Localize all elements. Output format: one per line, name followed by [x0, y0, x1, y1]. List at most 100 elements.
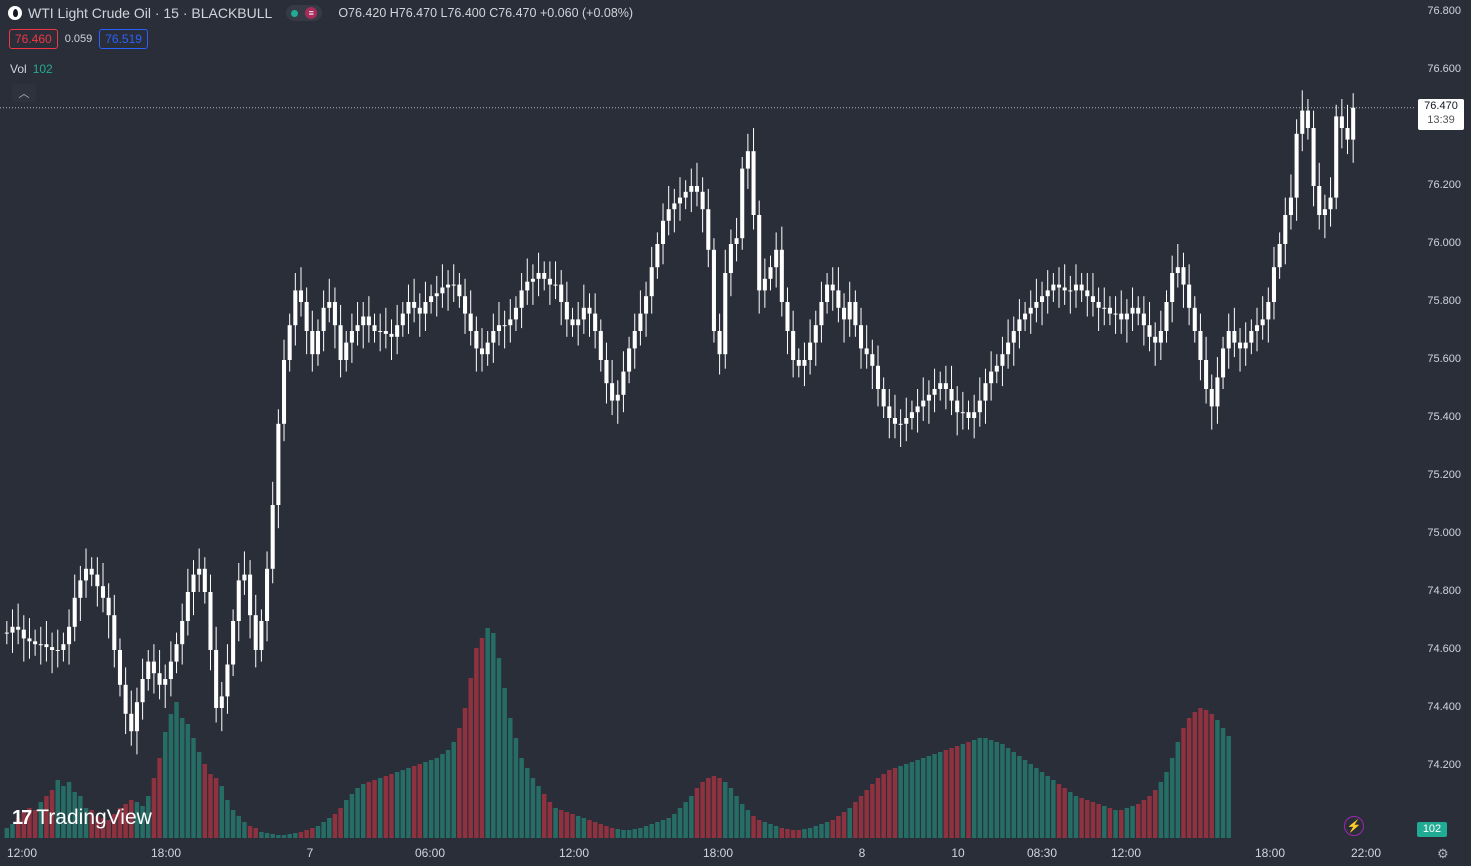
tradingview-logo[interactable]: 17 TradingView — [12, 806, 152, 830]
market-status-icon[interactable]: ≡ — [286, 5, 323, 21]
volume-bar — [191, 738, 196, 838]
volume-bar — [428, 760, 434, 838]
last-price-tag: 76.470 13:39 — [1418, 99, 1464, 130]
candle-body — [174, 644, 179, 662]
candle-body — [734, 238, 739, 244]
candle-body — [1130, 307, 1135, 314]
volume-bar — [898, 766, 903, 838]
volume-bar — [423, 762, 428, 838]
time-tick-label: 12:00 — [558, 846, 590, 860]
volume-bar — [457, 728, 462, 838]
volume-bar — [247, 826, 253, 838]
candle-body — [519, 290, 524, 308]
volume-bar — [1192, 712, 1198, 838]
symbol-title[interactable]: WTI Light Crude Oil · 15 · BLACKBULL — [28, 5, 273, 21]
volume-value: 102 — [32, 62, 53, 76]
candle-body — [197, 568, 202, 575]
candle-body — [960, 412, 965, 414]
volume-bar — [655, 822, 660, 838]
candle-body — [921, 400, 926, 407]
candle-body — [762, 278, 767, 291]
volume-bar — [841, 812, 847, 838]
candle-body — [1311, 128, 1316, 186]
volume-bar — [542, 794, 547, 838]
candle-body — [881, 389, 886, 407]
volume-bar — [553, 808, 558, 838]
volume-bar — [179, 718, 185, 838]
price-tick-label: 76.000 — [1427, 237, 1461, 249]
volume-bar — [129, 800, 134, 838]
tradingview-logo-icon: 17 — [12, 806, 32, 829]
candle-body — [265, 568, 270, 621]
buy-button[interactable]: 76.519 — [99, 29, 148, 49]
candle-body — [1006, 342, 1011, 355]
candle-body — [1266, 302, 1271, 320]
volume-bar — [728, 788, 734, 838]
volume-bar — [21, 812, 27, 838]
volume-bar — [468, 678, 473, 838]
candle-body — [163, 679, 168, 685]
volume-bar — [1152, 790, 1158, 838]
volume-bar — [592, 822, 598, 838]
candle-body — [1090, 296, 1095, 302]
volume-bar — [1000, 744, 1005, 838]
candle-body — [525, 281, 530, 291]
candle-body — [366, 316, 371, 326]
volume-bar — [813, 826, 818, 838]
candle-body — [513, 307, 518, 320]
candle-body — [774, 249, 779, 268]
volume-bar — [536, 786, 541, 838]
low-value: 76.400 — [447, 6, 486, 20]
candle-body — [638, 313, 643, 331]
volume-bar — [881, 774, 886, 838]
candle-body — [1254, 325, 1260, 331]
volume-bar — [988, 740, 994, 838]
candle-body — [598, 331, 603, 360]
candle-body — [491, 331, 496, 343]
volume-bar — [892, 768, 898, 838]
volume-bar — [377, 778, 383, 838]
candle-body — [1141, 313, 1146, 326]
sell-button[interactable]: 76.460 — [9, 29, 58, 49]
volume-bar — [264, 833, 270, 838]
volume-bar — [604, 826, 609, 838]
volume-bar — [117, 808, 123, 838]
candle-body — [661, 220, 666, 244]
lightning-icon[interactable]: ⚡ — [1344, 816, 1364, 836]
price-tick-label: 74.800 — [1427, 585, 1461, 597]
candle-body — [813, 325, 818, 343]
candle-body — [1226, 331, 1231, 349]
candle-body — [248, 574, 253, 616]
volume-bar — [904, 764, 909, 838]
volume-bar — [1090, 802, 1096, 838]
volume-bar — [162, 732, 168, 838]
candle-body — [576, 319, 581, 326]
candle-body — [938, 383, 943, 389]
candle-body — [191, 574, 196, 592]
volume-bar — [123, 804, 128, 838]
close-label: C — [489, 6, 499, 20]
high-label: H — [389, 6, 399, 20]
candle-body — [1232, 331, 1237, 343]
candle-body — [683, 191, 688, 198]
candle-body — [1124, 313, 1129, 320]
candle-body — [1051, 284, 1056, 291]
volume-bar — [1209, 714, 1214, 838]
volume-bar — [689, 796, 694, 838]
volume-bar — [887, 770, 892, 838]
status-open-dot-icon — [291, 9, 299, 17]
candle-body — [1288, 197, 1293, 215]
chevron-up-icon[interactable]: ︿ — [12, 84, 36, 102]
candle-body — [1300, 110, 1305, 134]
candle-body — [632, 331, 637, 349]
candle-body — [564, 302, 569, 320]
gear-icon[interactable]: ⚙ — [1437, 846, 1449, 861]
volume-bar — [700, 782, 705, 838]
volume-bar — [643, 826, 649, 838]
volume-bar — [400, 770, 406, 838]
candle-body — [1294, 133, 1299, 198]
volume-legend[interactable]: Vol 102 — [10, 62, 53, 76]
candle-body — [293, 290, 298, 326]
volume-bar — [785, 829, 790, 838]
